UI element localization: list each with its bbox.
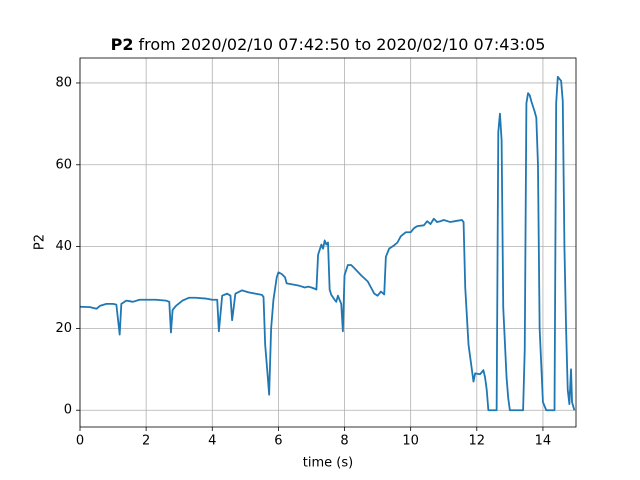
x-axis-label: time (s): [303, 456, 353, 471]
x-tick-label: 14: [535, 434, 552, 449]
y-axis-label: P2: [33, 234, 48, 250]
y-tick-label: 20: [55, 321, 72, 336]
y-tick-label: 60: [55, 157, 72, 172]
x-tick-label: 12: [469, 434, 486, 449]
y-tick-label: 80: [55, 75, 72, 90]
x-tick-label: 0: [76, 434, 84, 449]
data-line: [79, 75, 576, 412]
plot-frame: [79, 57, 577, 428]
x-tick-label: 2: [142, 434, 150, 449]
y-tick-label: 0: [64, 403, 72, 418]
chart-title: P2 from 2020/02/10 07:42:50 to 2020/02/10…: [111, 35, 546, 54]
x-tick-label: 6: [274, 434, 282, 449]
x-tick-label: 8: [340, 434, 348, 449]
y-tick-label: 40: [55, 239, 72, 254]
x-tick-label: 10: [402, 434, 419, 449]
title-text: from 2020/02/10 07:42:50 to 2020/02/10 0…: [138, 35, 545, 54]
title-series: P2: [111, 35, 134, 54]
x-tick-label: 4: [208, 434, 216, 449]
